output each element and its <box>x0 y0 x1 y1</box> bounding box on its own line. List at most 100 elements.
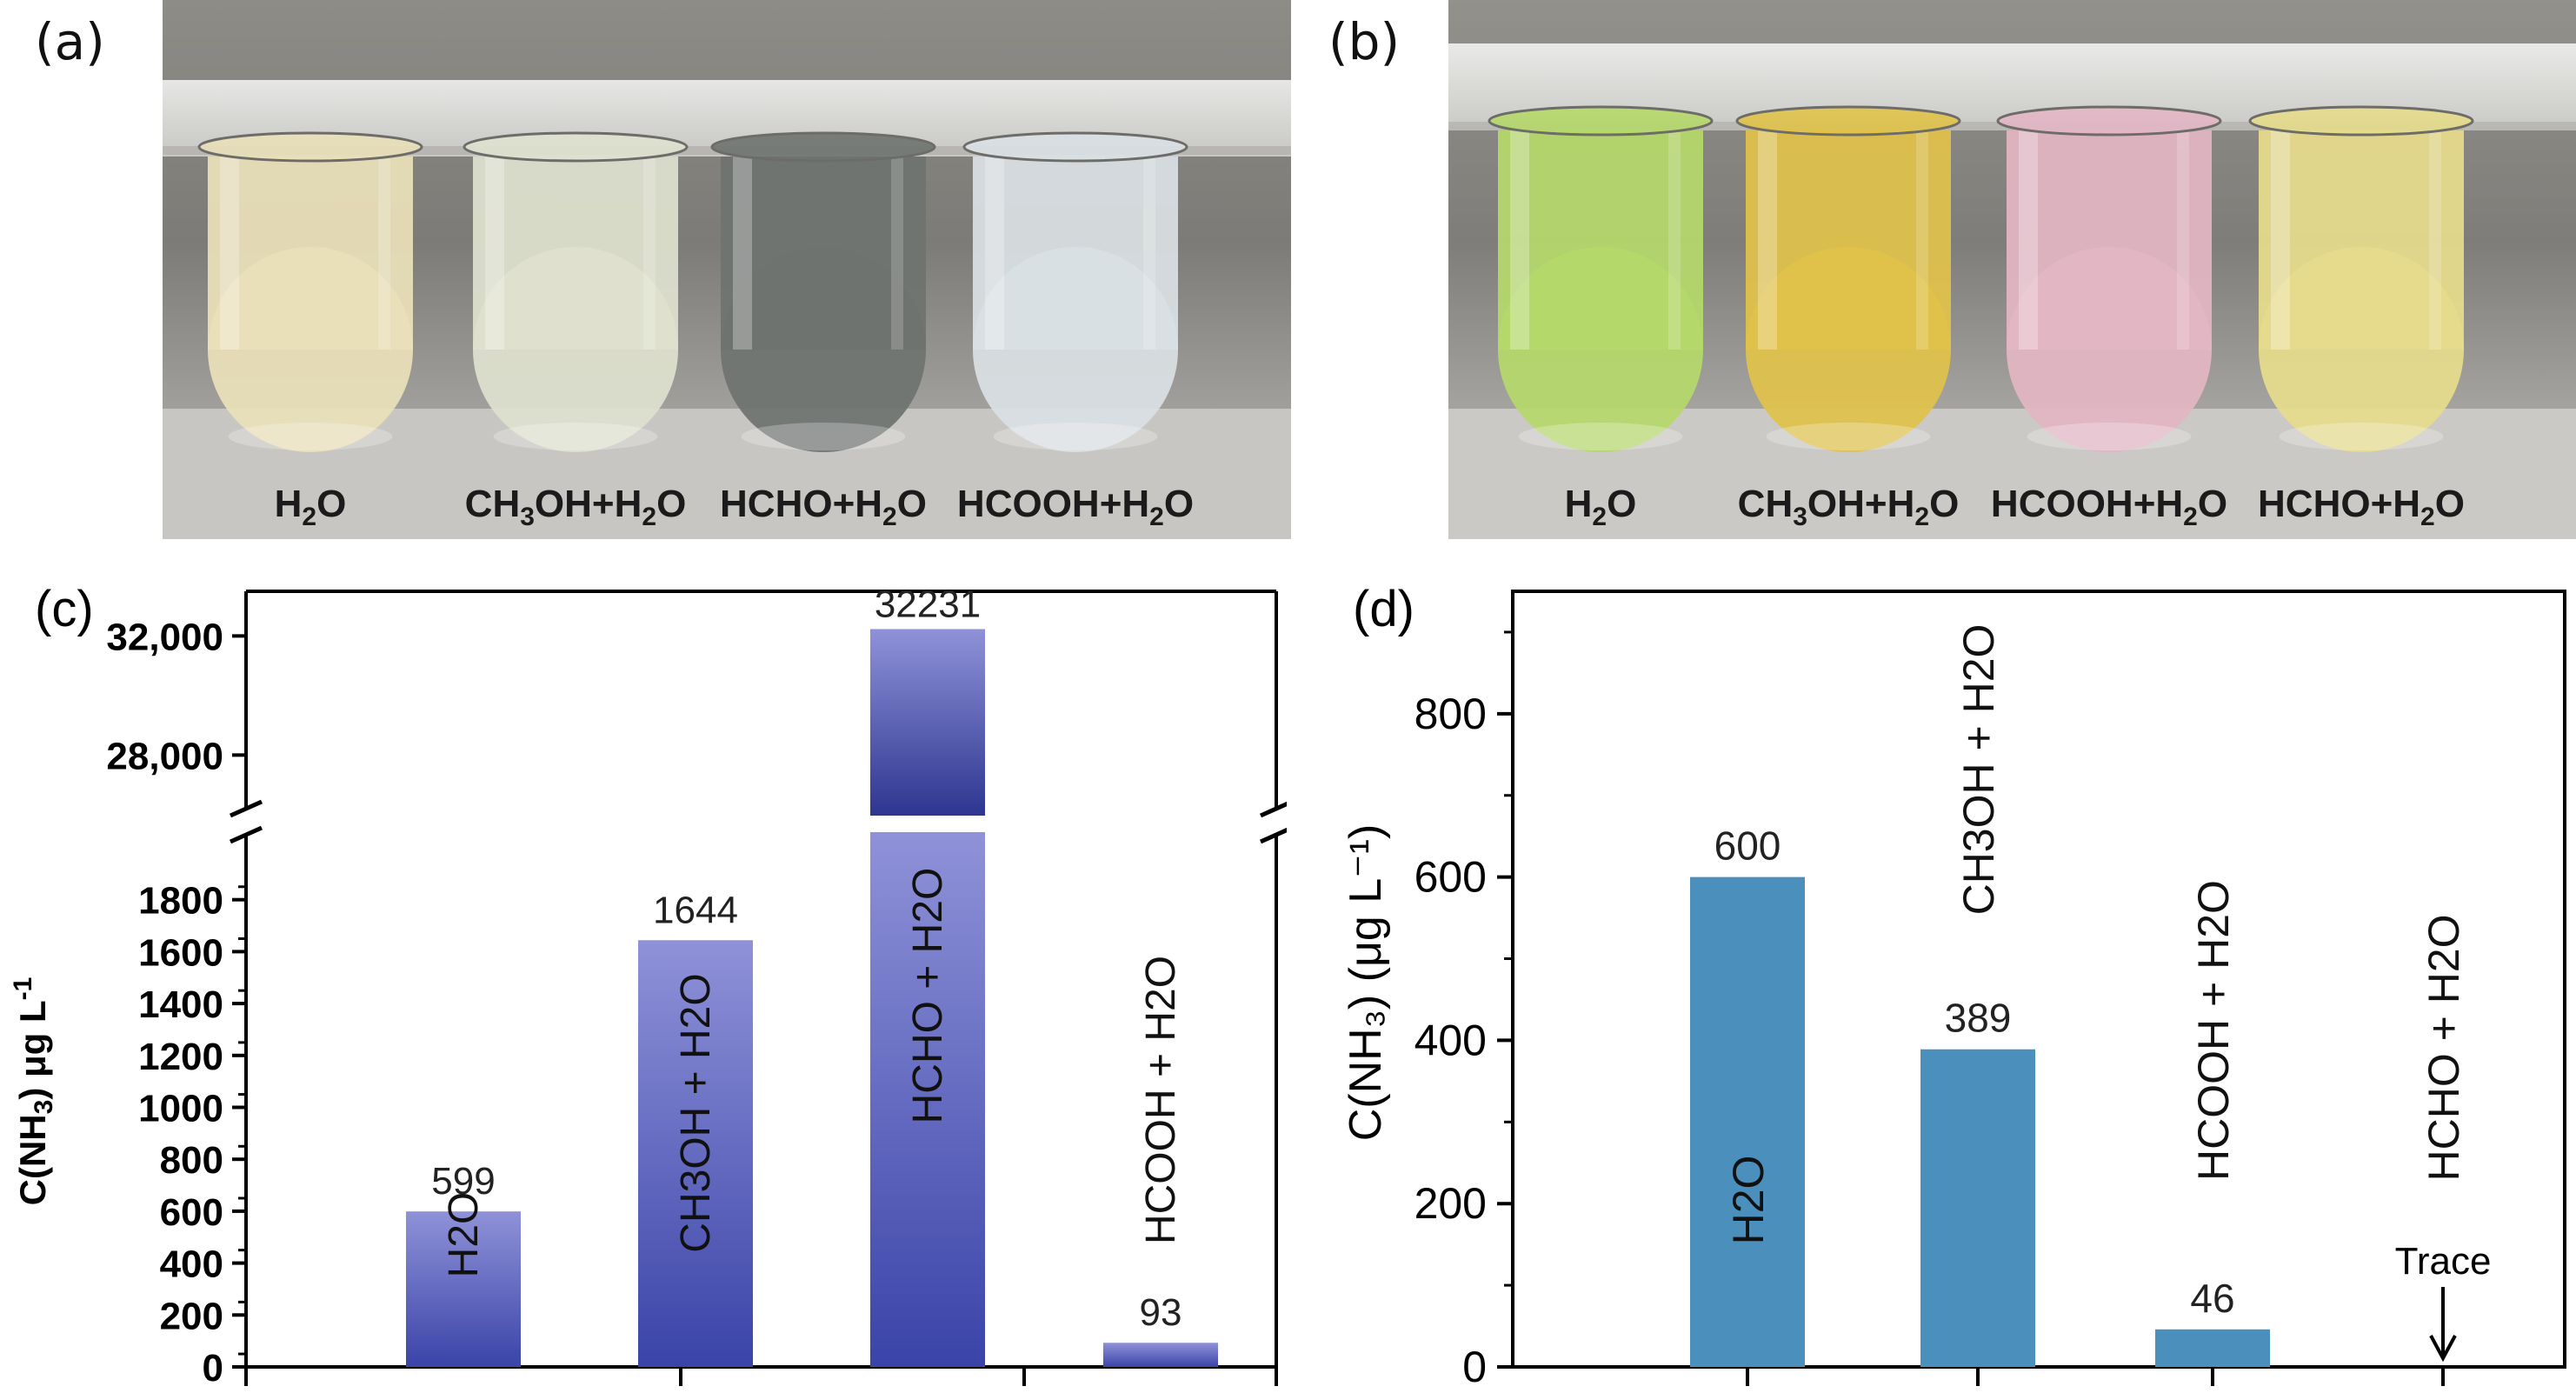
tube-label-part: OH+H <box>1807 483 1915 525</box>
tube-label-part: O <box>1607 483 1637 525</box>
bar-rect <box>2155 1329 2270 1367</box>
tube-label-part: 2 <box>1149 502 1164 531</box>
y-tick-label: 1600 <box>138 931 223 974</box>
test-tube-3 <box>2007 126 2212 452</box>
tube-label-part: 2 <box>2420 502 2435 531</box>
test-tube-2 <box>1746 126 1951 452</box>
test-tube-1 <box>208 152 413 452</box>
photo-panel-b <box>1448 0 2576 539</box>
photo-panel-a <box>163 0 1291 539</box>
tube-label-part: 2 <box>1914 502 1930 531</box>
bar-chart-c: (c) 599 1644 32231 93 H2O CH3OH + H2O HCHO + H… <box>9 581 1287 1390</box>
plot-frame <box>1511 590 2566 1369</box>
y-tick-label: 1000 <box>138 1088 223 1130</box>
tube-label-part: 2 <box>882 502 897 531</box>
test-tube-rack-photo-a <box>163 0 1291 539</box>
tube-opening-2 <box>1735 105 1961 137</box>
test-tube-3 <box>721 152 926 452</box>
tube-label-3: HCOOH+H2O <box>1991 483 2227 532</box>
tube-label-3: HCHO+H2O <box>720 483 927 532</box>
y-tick-label: 1400 <box>138 983 223 1026</box>
tube-label-4: HCOOH+H2O <box>957 483 1194 532</box>
chart-c-tick-labels: 0 200 400 600 800 1000 1200 1400 1600 1800 28,000 3… <box>106 616 223 1390</box>
tube-label-part: O <box>316 483 347 525</box>
tube-label-part: 3 <box>1793 502 1807 531</box>
test-tube-1 <box>1498 126 1703 452</box>
test-tube-2 <box>473 152 678 452</box>
tube-label-part: H <box>1564 483 1593 525</box>
tube-label-part: CH <box>464 483 521 525</box>
tube-label-part: 2 <box>302 502 317 531</box>
bar-1: 600 <box>1690 823 1805 1367</box>
tube-label-part: HCOOH+H <box>1990 483 2184 525</box>
tube-label-part: 3 <box>520 502 535 531</box>
y-tick-label: 600 <box>1414 853 1487 902</box>
bar-value-label: 599 <box>431 1160 495 1203</box>
category-label: H2O <box>1724 1156 1773 1245</box>
chart-d-axes <box>1497 590 2566 1386</box>
bar-value-label: 93 <box>1140 1291 1182 1334</box>
axis-break-mark <box>1259 827 1287 844</box>
y-tick-label: 800 <box>160 1139 223 1182</box>
y-tick-label: 600 <box>160 1191 223 1234</box>
y-tick-label: 28,000 <box>106 735 223 777</box>
tube-label-part: O <box>656 483 687 525</box>
tube-opening-3 <box>710 131 936 163</box>
bar-rect <box>638 940 753 1367</box>
chart-d-tick-labels: 0 200 400 600 800 <box>1414 690 1487 1391</box>
category-label: H2O <box>441 1192 487 1278</box>
tube-label-1: H2O <box>1565 483 1637 532</box>
tube-label-part: CH <box>1737 483 1794 525</box>
bar-rect <box>406 1211 521 1367</box>
tube-label-part: O <box>2434 483 2465 525</box>
bar-value-label: 32231 <box>875 583 981 625</box>
y-axis-title: C(NH3) μg L-1 <box>9 977 58 1206</box>
tube-label-part: OH+H <box>534 483 642 525</box>
tube-opening-4 <box>2248 105 2474 137</box>
tube-opening-1 <box>197 131 423 163</box>
bar-lower-segment <box>870 832 985 1367</box>
y-tick-label: 32,000 <box>106 616 223 658</box>
tube-label-2: CH3OH+H2O <box>465 483 687 532</box>
tube-opening-3 <box>1996 105 2222 137</box>
panel-letter-c: (c) <box>35 581 94 637</box>
test-tube-rack-photo-b <box>1448 0 2576 539</box>
y-tick-label: 1200 <box>138 1036 223 1078</box>
bar-rect <box>1690 876 1805 1367</box>
tube-label-part: HCOOH+H <box>956 483 1150 525</box>
panel-letter-d: (d) <box>1353 581 1414 637</box>
tube-label-part: O <box>1929 483 1960 525</box>
axis-break-mark <box>229 799 263 818</box>
bar-value-label: 389 <box>1945 996 2012 1041</box>
y-tick-label: 200 <box>1414 1179 1487 1228</box>
tube-label-part: HCHO+H <box>2258 483 2421 525</box>
chart-d-y-axis-label: C(NH₃) (μg L⁻¹) <box>1341 824 1391 1142</box>
tube-opening-1 <box>1488 105 1714 137</box>
category-label: HCHO + H2O <box>905 868 951 1124</box>
chart-c-y-axis-label: C(NH3) μg L-1 <box>9 977 58 1206</box>
panel-letter-b: (b) <box>1328 12 1401 71</box>
y-tick-label: 800 <box>1414 690 1487 738</box>
category-label: HCOOH + H2O <box>2189 880 2238 1181</box>
category-label: HCOOH + H2O <box>1138 956 1184 1244</box>
y-tick-label: 200 <box>160 1295 223 1337</box>
panel-letter-a: (a) <box>35 12 105 71</box>
tube-label-part: H <box>274 483 303 525</box>
category-label: CH3OH + H2O <box>673 973 719 1252</box>
axis-break-mark <box>229 825 263 844</box>
bar-3: 32231 <box>870 583 985 1367</box>
tube-opening-4 <box>962 131 1188 163</box>
tube-label-part: 2 <box>642 502 657 531</box>
trace-label: Trace <box>2395 1240 2492 1283</box>
bar-2: 1644 <box>638 889 753 1367</box>
y-tick-label: 400 <box>1414 1016 1487 1064</box>
category-label: HCHO + H2O <box>2420 914 2468 1181</box>
y-tick-label: 0 <box>203 1347 223 1390</box>
tube-label-part: O <box>896 483 927 525</box>
bar-value-label: 600 <box>1714 823 1781 869</box>
chart-c-axes <box>229 590 1287 1386</box>
y-tick-label: 400 <box>160 1243 223 1286</box>
tube-label-part: 2 <box>1592 502 1608 531</box>
y-tick-label: 1800 <box>138 880 223 923</box>
axis-break-mark <box>1259 801 1287 818</box>
